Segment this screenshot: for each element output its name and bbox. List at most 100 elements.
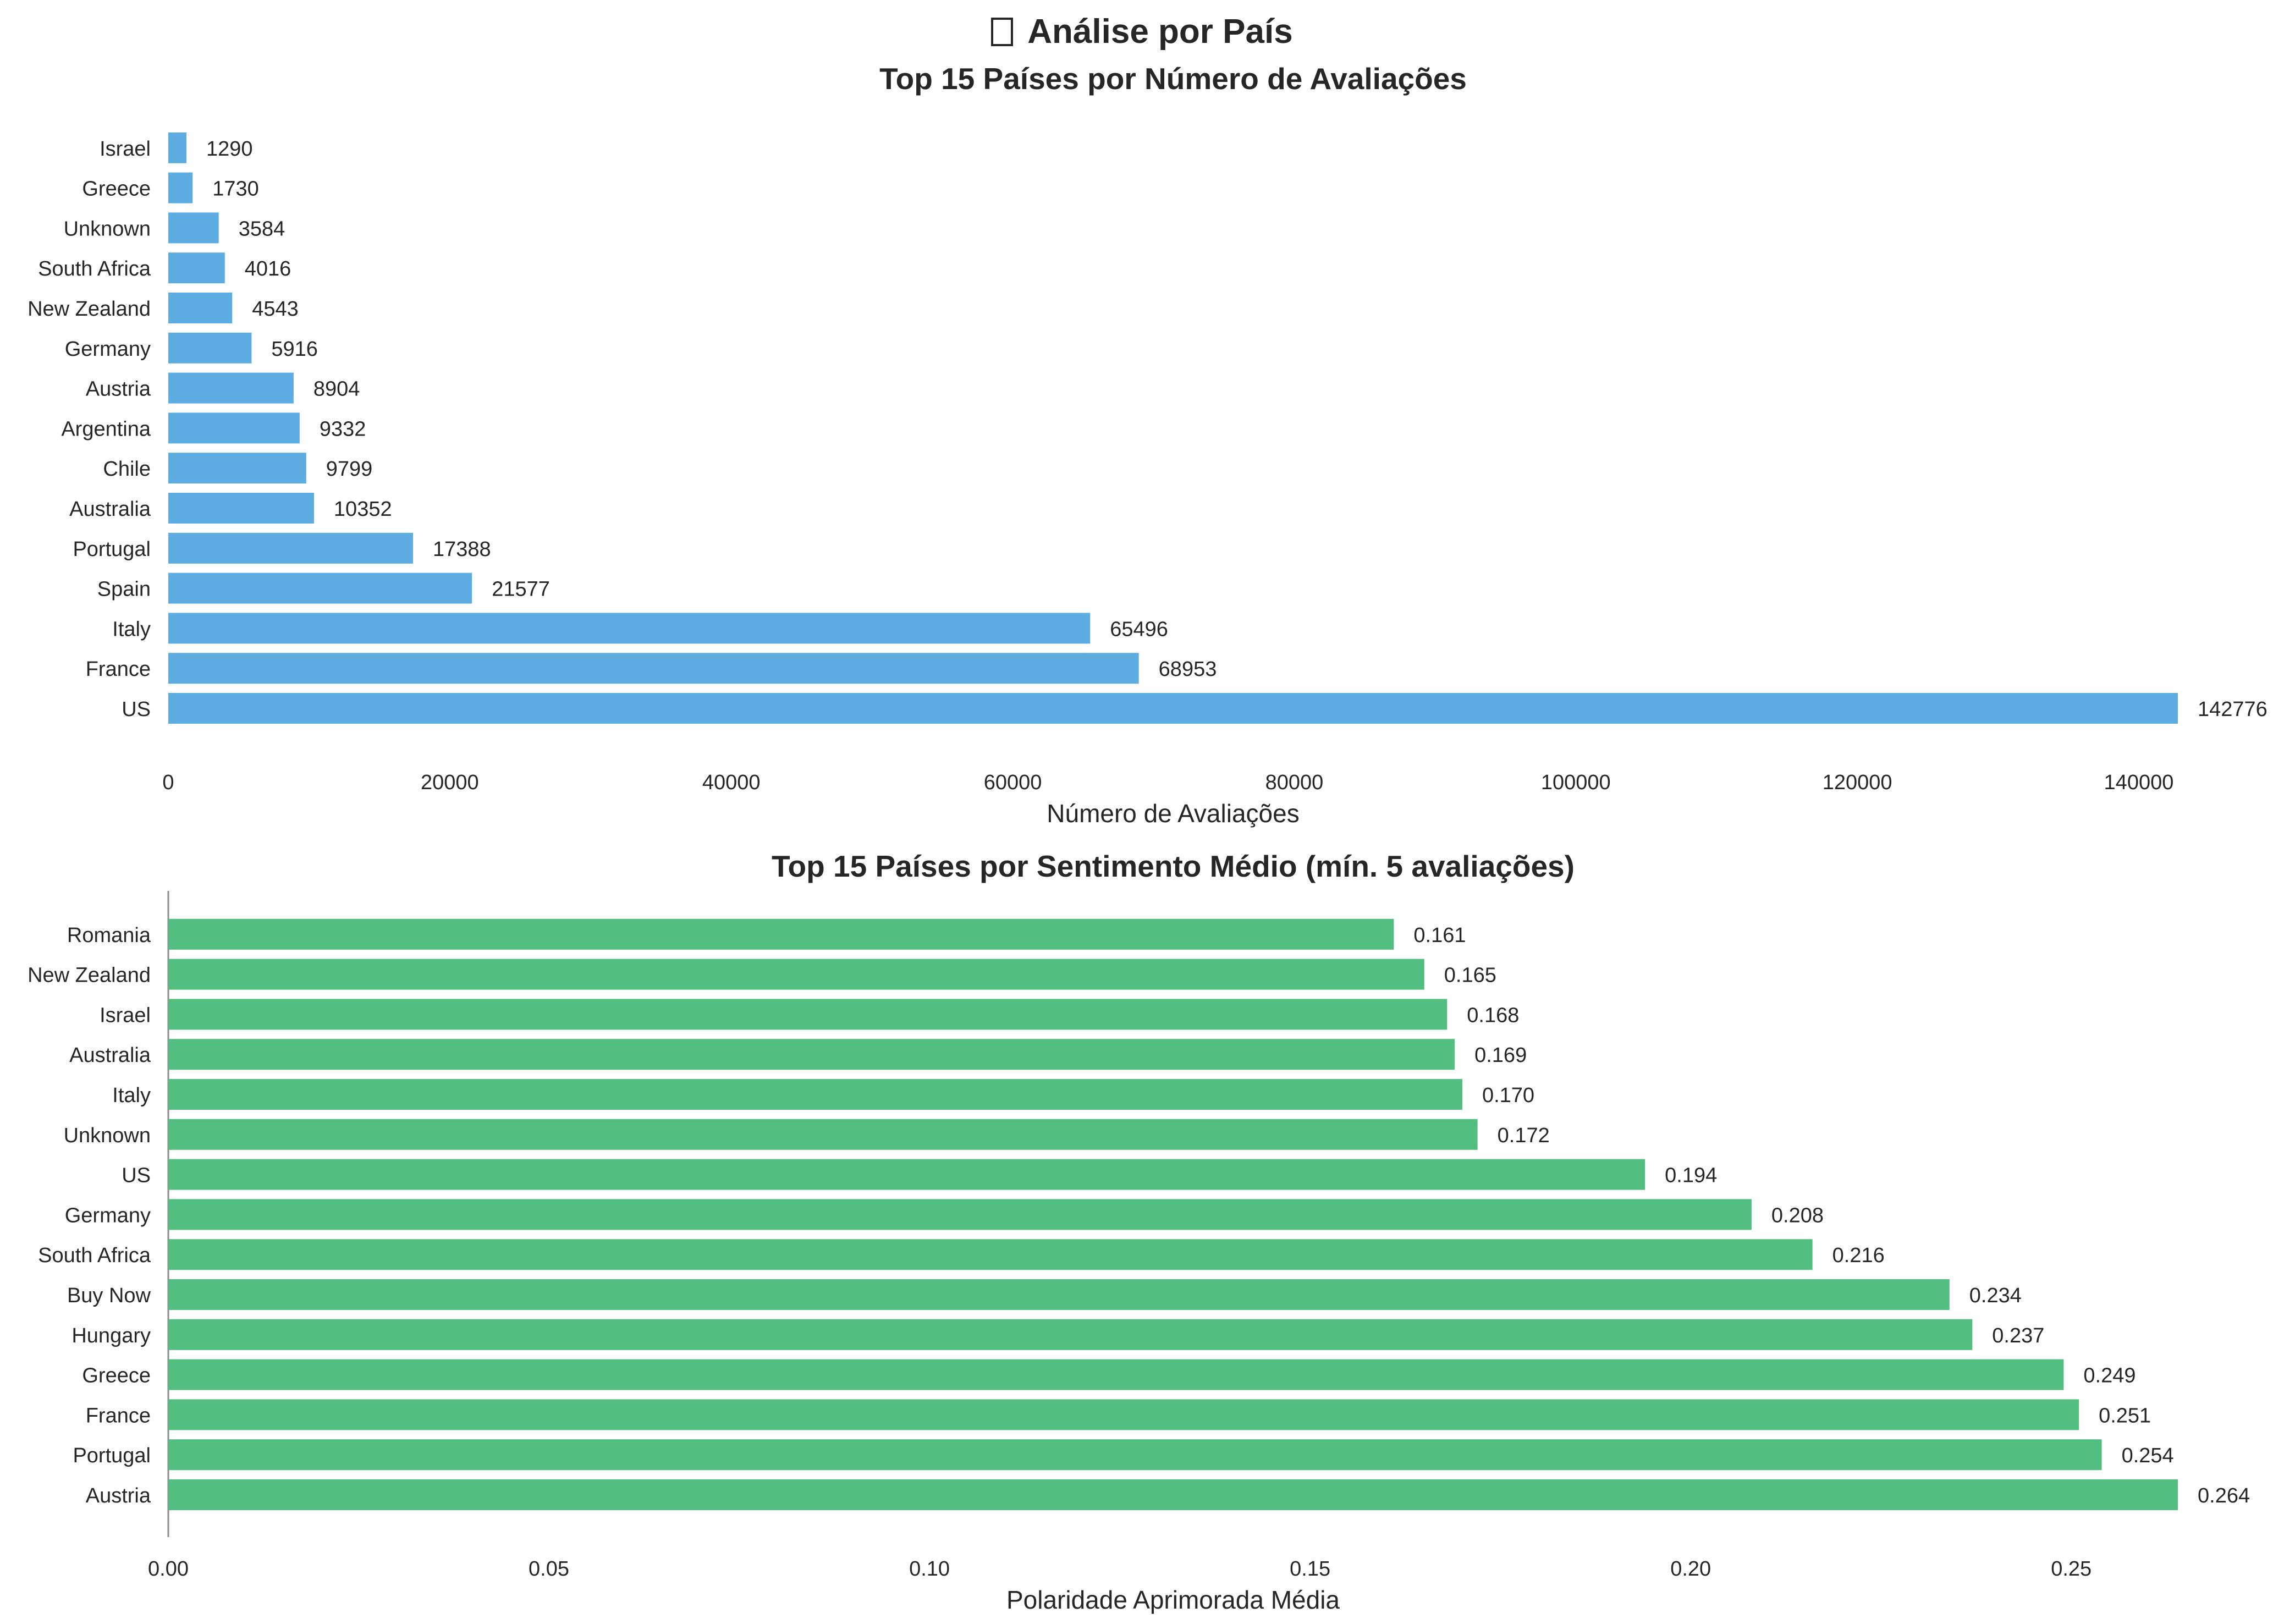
category-label: Spain [97,578,151,601]
bar-south-africa [168,1239,1813,1270]
value-label: 0.172 [1498,1124,1550,1147]
value-label: 5916 [271,338,318,361]
x-axis-label: Polaridade Aprimorada Média [1006,1586,1340,1614]
value-label: 21577 [492,578,550,601]
x-tick-label: 0.15 [1290,1557,1330,1581]
value-label: 0.194 [1665,1164,1717,1187]
chart-title: Top 15 Países por Sentimento Médio (mín.… [772,849,1575,883]
category-label: Israel [100,1004,151,1027]
bar-greece [168,1359,2064,1390]
bar-spain [168,572,472,604]
value-label: 0.234 [1969,1284,2022,1307]
chart-reviews-by-country: Top 15 Países por Número de Avaliações US… [27,62,2268,828]
category-label: South Africa [38,1244,151,1267]
x-tick-label: 0.20 [1670,1557,1711,1581]
category-label: Greece [82,178,151,201]
category-label: Unknown [64,1124,151,1147]
category-label: Australia [69,1044,151,1067]
value-label: 0.249 [2083,1364,2136,1388]
category-label: South Africa [38,257,151,280]
value-label: 0.170 [1482,1084,1534,1107]
bar-argentina [168,412,300,444]
value-label: 0.216 [1832,1244,1885,1267]
category-label: US [122,1164,151,1187]
value-label: 0.264 [2198,1484,2250,1507]
value-label: 1290 [206,137,253,161]
bar-us [168,693,2178,724]
category-label: US [122,698,151,721]
value-label: 0.251 [2099,1404,2151,1427]
bar-south-africa [168,252,225,284]
category-label: Israel [100,137,151,161]
value-label: 17388 [433,538,491,561]
category-label: Australia [69,498,151,521]
category-label: France [86,658,151,681]
bar-austria [168,1479,2178,1510]
category-label: Italy [112,1084,151,1107]
x-tick-label: 120000 [1823,771,1892,794]
category-label: Chile [103,458,151,481]
value-label: 0.254 [2122,1444,2174,1467]
bar-us [168,1159,1645,1190]
x-tick-label: 0.10 [909,1557,950,1581]
bar-portugal [168,1439,2102,1471]
value-label: 4543 [252,298,299,321]
category-label: Portugal [73,538,151,561]
missing-glyph-icon [991,18,1014,46]
category-label: New Zealand [27,964,151,987]
bar-greece [168,172,193,203]
category-label: Argentina [61,417,151,441]
bar-unknown [168,1119,1478,1150]
bar-italy [168,1079,1462,1110]
bar-australia [168,493,314,524]
figure-suptitle: Análise por País [0,11,2284,53]
x-tick-label: 100000 [1541,771,1611,794]
category-label: Portugal [73,1444,151,1467]
bar-france [168,653,1139,684]
bar-hungary [168,1319,1973,1350]
bar-new-zealand [168,293,233,323]
bar-unknown [168,212,219,244]
x-tick-label: 0.00 [148,1557,189,1581]
x-axis-label: Número de Avaliações [1047,799,1299,828]
bar-germany [168,332,252,364]
category-label: Unknown [64,217,151,240]
value-label: 0.165 [1444,964,1496,987]
bar-new-zealand [168,959,1424,990]
x-tick-label: 60000 [984,771,1042,794]
bar-austria [168,372,294,404]
x-tick-label: 0.25 [2051,1557,2092,1581]
category-label: Greece [82,1364,151,1388]
x-tick-label: 80000 [1265,771,1324,794]
category-label: Italy [112,618,151,641]
bar-israel [168,132,187,163]
value-label: 0.208 [1771,1204,1824,1227]
category-label: Hungary [71,1324,151,1347]
value-label: 68953 [1159,658,1217,681]
x-tick-label: 20000 [421,771,479,794]
value-label: 0.168 [1467,1004,1519,1027]
bar-france [168,1399,2079,1430]
category-label: Germany [65,338,151,361]
category-label: Germany [65,1204,151,1227]
category-label: France [86,1404,151,1427]
category-label: Buy Now [67,1284,151,1307]
value-label: 0.237 [1992,1324,2044,1347]
x-tick-label: 0 [162,771,174,794]
category-label: Austria [86,378,151,401]
value-label: 65496 [1110,618,1168,641]
bar-buy-now [168,1279,1950,1310]
value-label: 3584 [239,217,285,240]
value-label: 0.161 [1413,924,1466,947]
value-label: 1730 [212,178,259,201]
bar-israel [168,999,1448,1030]
value-label: 142776 [2198,698,2268,721]
value-label: 8904 [313,378,360,401]
value-label: 10352 [334,498,392,521]
bar-italy [168,613,1091,644]
value-label: 0.169 [1474,1044,1527,1067]
x-tick-label: 140000 [2104,771,2174,794]
bar-chile [168,453,306,484]
suptitle-text: Análise por País [1027,13,1293,51]
